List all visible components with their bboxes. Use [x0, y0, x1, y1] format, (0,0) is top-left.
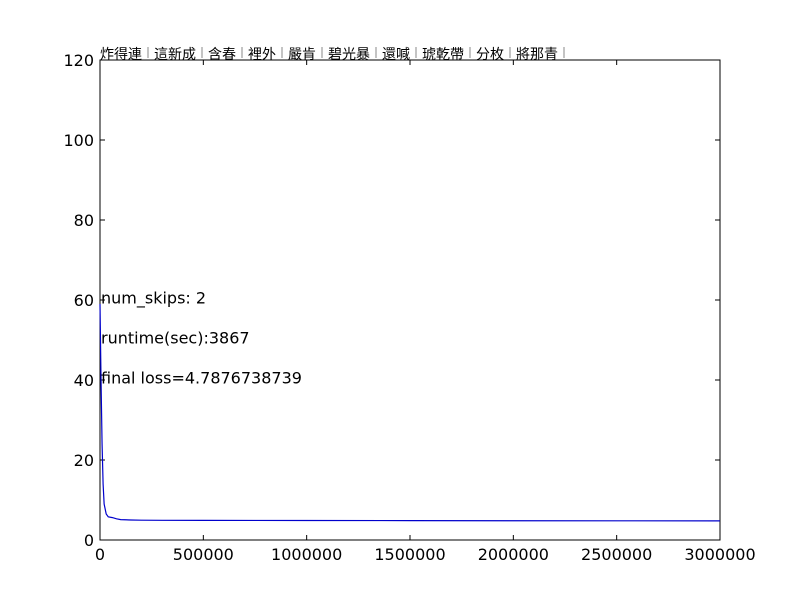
x-tick-label: 1000000 [271, 545, 342, 564]
chart-title: 炸得連 這新成 含春 裡外 嚴肯 碧光暴 還喊 琥乾帶 分枚 將那青 [100, 46, 565, 63]
x-tick-label: 0 [95, 545, 105, 564]
y-tick-label: 120 [63, 51, 94, 70]
x-tick-label: 500000 [173, 545, 234, 564]
y-tick-label: 40 [74, 371, 94, 390]
title-segment: 炸得連 [100, 46, 142, 63]
x-tick-label: 1500000 [374, 545, 445, 564]
title-segment: 碧光暴 [328, 47, 370, 63]
series-group [99, 303, 721, 522]
axis-ticks [99, 59, 721, 541]
plot-area [99, 59, 721, 541]
title-segment: 裡外 [248, 47, 276, 63]
x-tick-label: 2500000 [581, 545, 652, 564]
annotation-text: num_skips: 2 [101, 289, 206, 309]
title-segment: 嚴肯 [288, 47, 316, 63]
title-segment: 含春 [208, 47, 236, 63]
loss-series-line [99, 303, 721, 522]
y-tick-label: 80 [74, 211, 94, 230]
annotation-text: runtime(sec):3867 [101, 329, 250, 348]
x-tick-label: 3000000 [684, 545, 755, 564]
y-tick-label: 20 [74, 451, 94, 470]
title-segment: 分枚 [476, 47, 504, 63]
y-tick-label: 60 [74, 291, 94, 310]
y-tick-label: 0 [84, 531, 94, 550]
title-segment: 琥乾帶 [422, 47, 464, 63]
x-tick-label: 2000000 [478, 545, 549, 564]
annotations: num_skips: 2 runtime(sec):3867 final loss=… [101, 289, 302, 388]
title-segment: 將那青 [516, 47, 558, 63]
title-segment: 這新成 [154, 47, 196, 63]
y-tick-label: 100 [63, 131, 94, 150]
axis-tick-labels: 0 500000 1000000 1500000 2000000 2500000 30000… [63, 51, 755, 564]
annotation-text: final loss=4.7876738739 [101, 369, 302, 388]
title-segment: 還喊 [382, 47, 410, 63]
